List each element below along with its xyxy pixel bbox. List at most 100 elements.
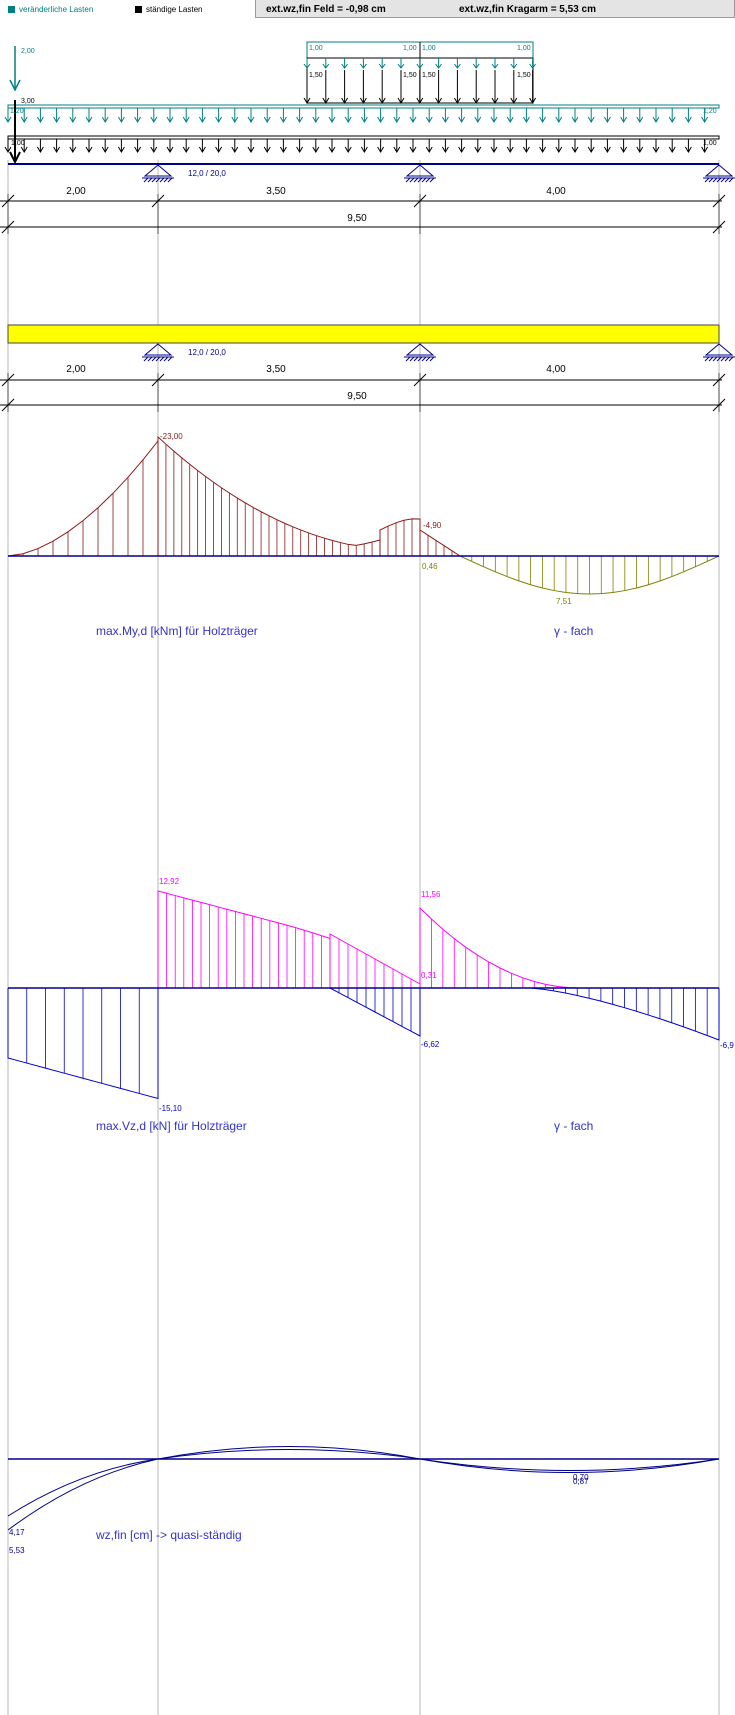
deflection-label-3: 0,70 [573, 1473, 589, 1482]
udl-permanent-arrowhead [117, 146, 125, 153]
support-hatch [425, 177, 431, 183]
support-hatch [143, 356, 149, 362]
support-hatch [409, 356, 415, 362]
legend-variable: veränderliche Lasten [8, 5, 93, 14]
udl-variable-arrowhead [101, 116, 109, 123]
legend-permanent-label: ständige Lasten [146, 5, 203, 14]
udl-permanent-arrowhead [522, 146, 530, 153]
support-hatch [728, 356, 734, 362]
udl-variable-arrowhead [668, 116, 676, 123]
udl-permanent-arrowhead [539, 146, 547, 153]
support-triangle [143, 343, 173, 356]
udl-permanent-arrowhead [441, 146, 449, 153]
support-icon [404, 164, 436, 183]
load-labels: 1,20 1,20 1,00 1,00 1,00 1,00 1,00 1,00 … [10, 45, 717, 147]
udl-variable-arrowhead [409, 116, 417, 123]
support-hatch [716, 356, 722, 362]
support-hatch [712, 356, 718, 362]
deflection-curve-span3-2 [419, 1458, 720, 1473]
udl-permanent-arrowhead [360, 146, 368, 153]
udl-permanent-arrowhead [393, 146, 401, 153]
span-1-label: 2,00 [66, 186, 86, 197]
patch-variable-arrowhead [341, 63, 348, 69]
udl-variable-arrowhead [150, 116, 158, 123]
patch-variable-2: 1,00 [403, 45, 417, 52]
udl-permanent-arrowhead [636, 146, 644, 153]
patch-permanent-arrowhead [435, 97, 443, 104]
patch-variable-arrowhead [360, 63, 367, 69]
udl-permanent-arrowhead [150, 146, 158, 153]
shear-span3-pos-outline [419, 906, 581, 989]
udl-permanent-arrowhead [4, 146, 12, 153]
udl-variable-arrowhead [571, 116, 579, 123]
shear-labels: 12,92 11,56 0,31 -6,62 -15,10 -6,9 [159, 877, 734, 1113]
udl-permanent-arrowhead [409, 146, 417, 153]
shear-label-1: 12,92 [159, 877, 180, 886]
udl-permanent-arrowhead [101, 146, 109, 153]
deflection-label-4: 0,87 [573, 1477, 589, 1486]
deflection-label-1: 4,17 [9, 1528, 25, 1537]
udl-permanent-left: 1,00 [11, 140, 25, 147]
patch-permanent-arrowhead [453, 97, 461, 104]
total-span-label: 9,50 [347, 213, 367, 224]
support-hatch [425, 356, 431, 362]
udl-permanent-arrowhead [474, 146, 482, 153]
udl-variable-arrowhead [701, 116, 709, 123]
support-hatch [417, 177, 423, 183]
support-hatch [405, 177, 411, 183]
span-1-label-2: 2,00 [66, 364, 86, 375]
moment-labels: -23,00 -4,90 0,46 7,51 [160, 432, 572, 606]
support-hatch [151, 177, 157, 183]
udl-permanent-arrowhead [652, 146, 660, 153]
udl-variable-arrowhead [377, 116, 385, 123]
udl-variable-arrowhead [198, 116, 206, 123]
udl-permanent-arrowhead [684, 146, 692, 153]
udl-variable-arrowhead [652, 116, 660, 123]
support-triangle [405, 164, 435, 177]
patch-permanent-arrowhead [322, 97, 330, 104]
udl-variable-arrowhead [684, 116, 692, 123]
udl-permanent-arrowhead [425, 146, 433, 153]
udl-permanent-top [7, 135, 720, 140]
support-hatch [724, 356, 730, 362]
patch-permanent-arrowhead [529, 97, 537, 104]
moment-peak-outline [379, 518, 421, 556]
udl-permanent-arrowhead [701, 146, 709, 153]
patch-variable-1: 1,00 [309, 45, 323, 52]
udl-permanent-arrowhead [506, 146, 514, 153]
udl-variable-arrowhead [490, 116, 498, 123]
support-hatch [708, 356, 714, 362]
patch-permanent-arrowhead [397, 97, 405, 104]
patch-permanent-4: 1,50 [517, 72, 531, 79]
udl-permanent-arrowhead [490, 146, 498, 153]
support-icon [703, 164, 735, 183]
udl-permanent-arrowhead [279, 146, 287, 153]
support-triangle [143, 164, 173, 177]
dimension-lines-bottom [0, 373, 726, 412]
support-hatch [728, 177, 734, 183]
variable-swatch-icon [8, 6, 15, 13]
udl-variable-arrowhead [263, 116, 271, 123]
span-2-label-2: 3,50 [266, 364, 286, 375]
patch-variable-4: 1,00 [517, 45, 531, 52]
patch-permanent-arrowhead [510, 97, 518, 104]
udl-permanent-arrowhead [36, 146, 44, 153]
support-hatch [147, 356, 153, 362]
dimension-lines-top [0, 194, 726, 234]
shear-label-5: -15,10 [159, 1104, 182, 1113]
udl-variable-right: 1,20 [703, 108, 717, 115]
udl-variable-arrowhead [166, 116, 174, 123]
span-3-label-2: 4,00 [546, 364, 566, 375]
support-icon [142, 164, 174, 183]
support-hatch [708, 177, 714, 183]
support-hatch [159, 356, 165, 362]
udl-variable-arrowhead [231, 116, 239, 123]
udl-variable-arrowhead [117, 116, 125, 123]
udl-variable-arrowhead [328, 116, 336, 123]
support-hatch [704, 356, 710, 362]
udl-permanent-arrowhead [668, 146, 676, 153]
deflection-diagram [7, 1446, 720, 1531]
udl-variable-arrowhead [69, 116, 77, 123]
patch-permanent-arrowhead [359, 97, 367, 104]
udl-permanent-arrowhead [53, 146, 61, 153]
